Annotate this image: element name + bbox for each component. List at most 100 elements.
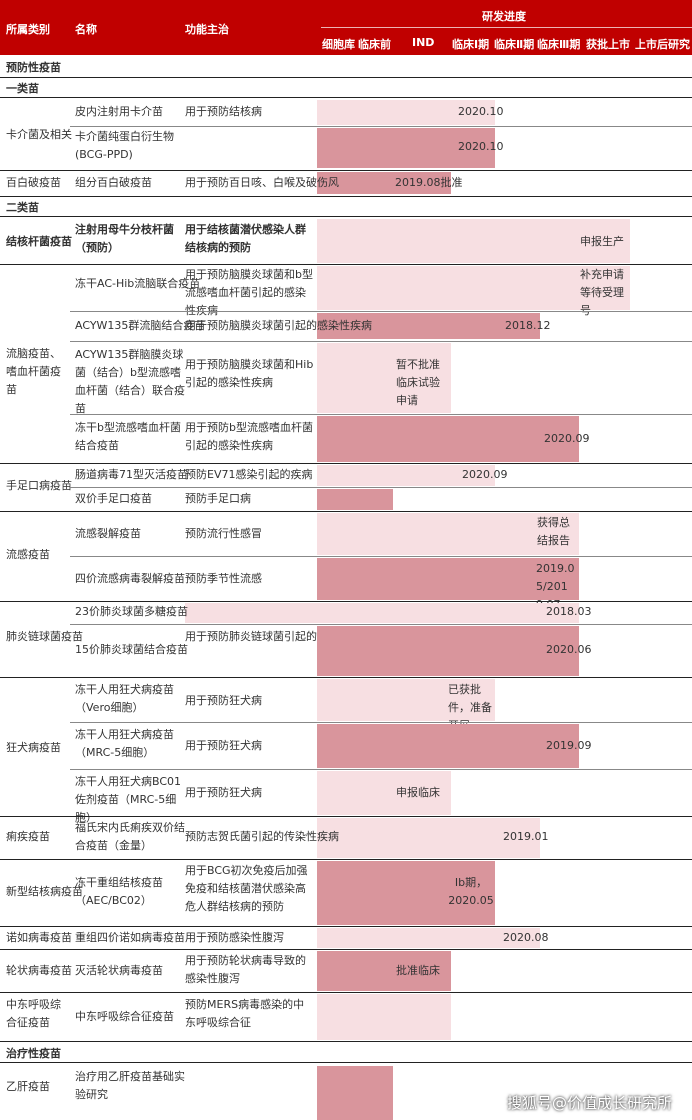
table-header: 所属类别 名称 功能主治 研发进度 细胞库 临床前 IND 临床Ⅰ期 临床Ⅱ期 … xyxy=(0,0,692,55)
progress-value: 暂不批准临床试验申请 xyxy=(396,358,440,407)
category-label: 诺如病毒疫苗 xyxy=(6,931,72,944)
category-label: 新型结核病疫苗 xyxy=(6,885,83,898)
vaccine-name: 冻干人用狂犬病疫苗（Vero细胞） xyxy=(75,683,174,714)
vaccine-name: 肠道病毒71型灭活疫苗 xyxy=(75,468,188,481)
divider xyxy=(70,311,692,312)
divider xyxy=(0,677,692,678)
category-label: 狂犬病疫苗 xyxy=(6,741,61,754)
section-therapeutic: 治疗性疫苗 xyxy=(6,1047,61,1060)
vaccine-name: ACYW135群脑膜炎球菌（结合）b型流感嗜血杆菌（结合）联合疫苗 xyxy=(75,348,185,415)
indication: 用于预防b型流感嗜血杆菌引起的感染性疾病 xyxy=(185,421,313,452)
divider xyxy=(0,216,692,217)
progress-value: 2020.09 xyxy=(462,468,508,481)
vaccine-name: 双价手足口疫苗 xyxy=(75,492,152,505)
progress-bar xyxy=(317,1066,393,1120)
category-label: 痢疾疫苗 xyxy=(6,830,50,843)
section-class2: 二类苗 xyxy=(6,201,39,214)
divider xyxy=(70,556,692,557)
progress-bar xyxy=(317,172,451,194)
vaccine-name: 卡介菌纯蛋白衍生物 (BCG-PPD) xyxy=(75,130,174,161)
divider xyxy=(0,601,692,602)
divider xyxy=(0,992,692,993)
progress-value: 补充申请等待受理号 xyxy=(580,268,624,317)
progress-value: 申报生产 xyxy=(580,235,624,248)
indication: 预防手足口病 xyxy=(185,492,251,505)
progress-bar xyxy=(317,343,451,413)
progress-bar xyxy=(317,416,579,462)
indication: 用于预防狂犬病 xyxy=(185,694,262,707)
divider xyxy=(0,816,692,817)
divider xyxy=(70,487,692,488)
stage-phase2: 临床Ⅱ期 xyxy=(494,38,535,51)
divider xyxy=(0,511,692,512)
category-label: 乙肝疫苗 xyxy=(6,1080,50,1093)
progress-bar xyxy=(317,679,495,721)
indication: 用于预防结核病 xyxy=(185,105,262,118)
progress-value: 2019.01 xyxy=(503,830,549,843)
divider xyxy=(0,170,692,171)
category-label: 结核杆菌疫苗 xyxy=(6,235,72,248)
vaccine-name: 组分百白破疫苗 xyxy=(75,176,152,189)
progress-bar xyxy=(317,128,495,168)
category-label: 肺炎链球菌疫苗 xyxy=(6,630,83,643)
divider xyxy=(70,769,692,770)
progress-bar xyxy=(317,818,540,858)
watermark: 搜狐号@价值成长研究所 xyxy=(507,1094,673,1112)
indication: 预防MERS病毒感染的中东呼吸综合征 xyxy=(185,998,305,1029)
category-label: 流脑疫苗、嗜血杆菌疫苗 xyxy=(6,347,61,396)
progress-bar xyxy=(317,724,579,768)
header-name: 名称 xyxy=(75,23,97,36)
progress-bar xyxy=(317,266,630,310)
category-label: 中东呼吸综合征疫苗 xyxy=(6,998,61,1029)
indication: 用于预防轮状病毒导致的感染性腹泻 xyxy=(185,954,306,985)
progress-bar xyxy=(317,219,630,263)
category-label: 流感疫苗 xyxy=(6,548,50,561)
indication: 用于预防脑膜炎球菌引起的感染性疾病 xyxy=(185,319,372,332)
section-preventive: 预防性疫苗 xyxy=(6,61,61,74)
vaccine-name: 15价肺炎球菌结合疫苗 xyxy=(75,643,188,656)
progress-value: 2018.03 xyxy=(546,605,592,618)
progress-value: 2018.12 xyxy=(505,319,551,332)
progress-value: 批准临床 xyxy=(396,964,440,977)
stage-phase3: 临床Ⅲ期 xyxy=(537,38,581,51)
progress-value: 获得总结报告 xyxy=(537,516,570,547)
section-class1: 一类苗 xyxy=(6,82,39,95)
vaccine-name: 四价流感病毒裂解疫苗 xyxy=(75,572,185,585)
stage-approved: 获批上市 xyxy=(586,38,630,51)
progress-bar xyxy=(317,626,579,676)
category-label: 手足口病疫苗 xyxy=(6,479,72,492)
category-label: 卡介菌及相关 xyxy=(6,128,72,141)
indication: 用于预防狂犬病 xyxy=(185,739,262,752)
progress-value: 申报临床 xyxy=(396,786,440,799)
stage-preclinical: 临床前 xyxy=(358,38,391,51)
stage-cell-bank: 细胞库 xyxy=(322,38,355,51)
progress-value: 2020.10 xyxy=(458,140,504,153)
vaccine-name: 灭活轮状病毒疫苗 xyxy=(75,964,163,977)
progress-bar xyxy=(317,465,495,486)
progress-bar xyxy=(317,100,495,125)
progress-value: 2019.08批准 xyxy=(395,176,463,189)
vaccine-name: 重组四价诺如病毒疫苗 xyxy=(75,931,185,944)
vaccine-name: 23价肺炎球菌多糖疫苗 xyxy=(75,605,188,618)
divider xyxy=(70,126,692,127)
divider xyxy=(70,624,692,625)
indication: 预防流行性感冒 xyxy=(185,527,262,540)
stage-post-market: 上市后研究 xyxy=(635,38,690,51)
divider xyxy=(0,196,692,197)
header-indication: 功能主治 xyxy=(185,23,229,36)
progress-bar xyxy=(317,951,451,991)
indication: 预防EV71感染引起的疾病 xyxy=(185,468,313,481)
indication: 预防季节性流感 xyxy=(185,572,262,585)
vaccine-name: 冻干AC-Hib流脑联合疫苗 xyxy=(75,277,201,290)
vaccine-name: 冻干人用狂犬病疫苗（MRC-5细胞） xyxy=(75,728,174,759)
divider xyxy=(0,1062,692,1063)
vaccine-name: 注射用母牛分枝杆菌（预防） xyxy=(75,223,174,254)
divider xyxy=(0,949,692,950)
divider xyxy=(0,926,692,927)
indication: 用于结核菌潜伏感染人群结核病的预防 xyxy=(185,223,306,254)
progress-bar xyxy=(317,558,579,600)
header-category: 所属类别 xyxy=(6,23,50,36)
progress-bar xyxy=(317,313,540,339)
divider xyxy=(70,341,692,342)
progress-value: 2020.06 xyxy=(546,643,592,656)
